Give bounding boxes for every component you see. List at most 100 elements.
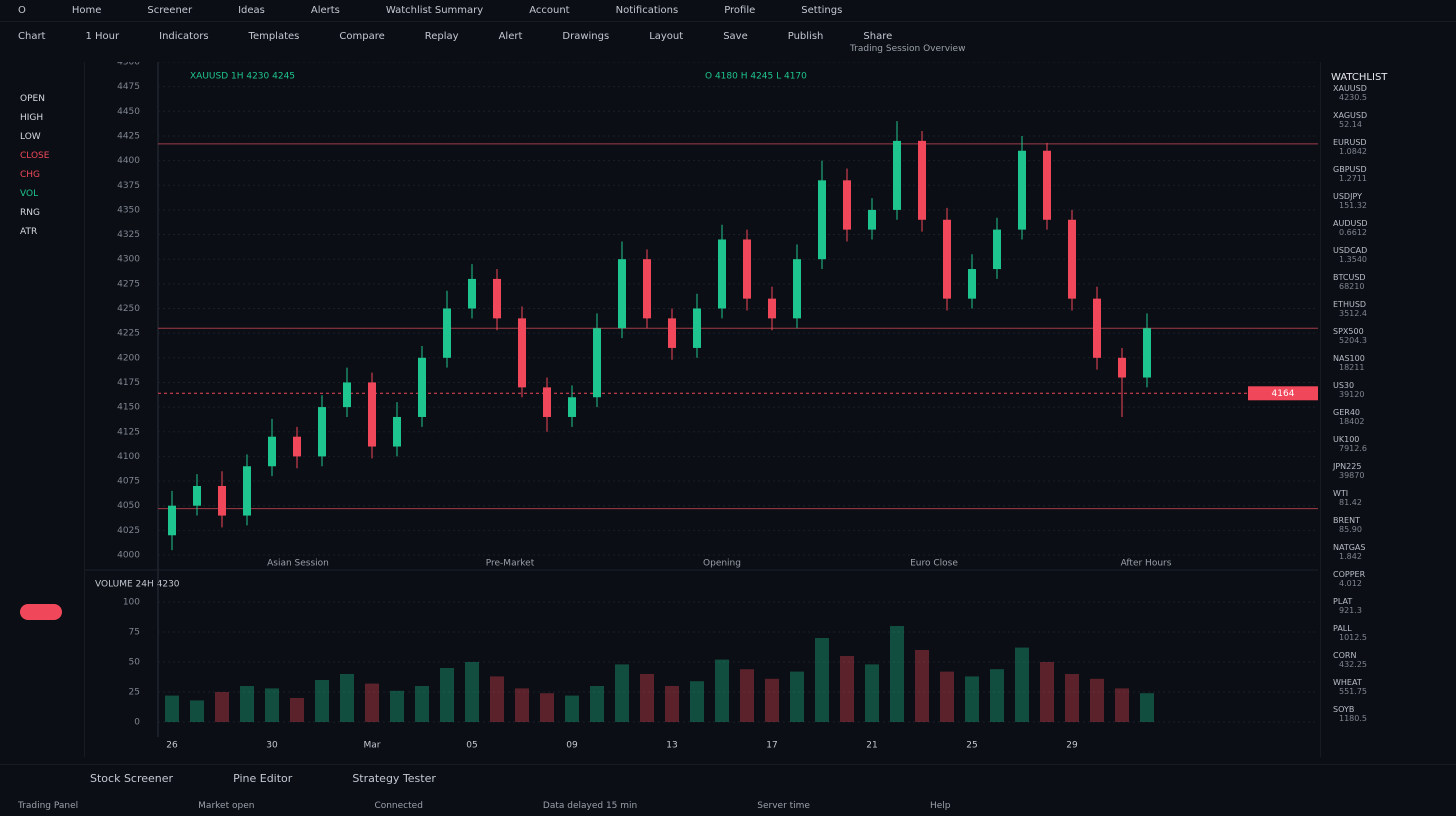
watchlist-row[interactable]: CORN 432.25 (1333, 651, 1367, 669)
price: 0.6612 (1339, 228, 1367, 237)
price: 39120 (1339, 390, 1365, 399)
y-tick-label: 50 (129, 658, 141, 668)
x-tick-label: 09 (566, 741, 578, 751)
symbol: SPX500 (1333, 327, 1364, 336)
y-tick-label: 4275 (117, 279, 140, 289)
nav-item[interactable]: Notifications (615, 5, 679, 16)
tool-button[interactable]: Publish (787, 30, 824, 42)
watchlist-row[interactable]: EURUSD 1.0842 (1333, 138, 1367, 156)
watchlist-row[interactable]: PLAT 921.3 (1333, 597, 1362, 615)
tool-button[interactable]: Alert (498, 30, 523, 42)
volume-bar (965, 676, 979, 722)
watchlist-row[interactable]: COPPER 4.012 (1333, 570, 1365, 588)
volume-bar (765, 678, 779, 722)
volume-bar (1115, 688, 1129, 722)
nav-item[interactable]: Alerts (310, 5, 340, 16)
candle-body (768, 298, 776, 319)
bottom-tab[interactable]: Strategy Tester (352, 772, 436, 785)
price: 1.3540 (1339, 255, 1367, 264)
watchlist-row[interactable]: USDCAD 1.3540 (1333, 246, 1367, 264)
tool-button[interactable]: 1 Hour (85, 30, 120, 42)
y-tick-label: 4000 (117, 551, 140, 561)
watchlist-row[interactable]: WHEAT 551.75 (1333, 678, 1367, 696)
y-tick-label: 4400 (117, 156, 140, 166)
watchlist-row[interactable]: SPX500 5204.3 (1333, 327, 1367, 345)
nav-item[interactable]: Watchlist Summary (385, 5, 484, 16)
watchlist-row[interactable]: PALL 1012.5 (1333, 624, 1367, 642)
y-tick-label: 4125 (117, 427, 140, 437)
price: 18211 (1339, 363, 1365, 372)
price: 1.0842 (1339, 147, 1367, 156)
status-item: Market open (198, 801, 255, 811)
y-tick-label: 4075 (117, 477, 140, 487)
watchlist-row[interactable]: SOYB 1180.5 (1333, 705, 1367, 723)
sell-button[interactable] (20, 604, 62, 620)
volume-bar (190, 700, 204, 722)
watchlist-row[interactable]: WTI 81.42 (1333, 489, 1362, 507)
bottom-tab[interactable]: Pine Editor (233, 772, 293, 785)
y-tick-label: 4325 (117, 230, 140, 240)
tool-button[interactable]: Chart (18, 30, 46, 42)
tool-button[interactable]: Replay (424, 30, 459, 42)
x-tick-label: 05 (466, 741, 477, 751)
watchlist: WATCHLIST XAUUSD 4230.5 XAGUSD 52.14 EURUSD 1.… (1320, 62, 1456, 757)
volume-bar (515, 688, 529, 722)
tool-button[interactable]: Compare (339, 30, 385, 42)
candle-body (443, 308, 451, 358)
y-tick-label: 4475 (117, 82, 140, 92)
nav-item[interactable]: O (18, 5, 26, 16)
volume-bar (540, 693, 554, 722)
y-tick-label: 4200 (117, 353, 140, 363)
x-tick-label: Mar (364, 741, 381, 751)
nav-item[interactable]: Profile (724, 5, 756, 16)
volume-bar (890, 626, 904, 722)
watchlist-row[interactable]: NATGAS 1.842 (1333, 543, 1365, 561)
symbol: XAGUSD (1333, 111, 1368, 120)
sidebar: OPEN HIGH LOW CLOSE CHG VOL RNG ATR (0, 62, 85, 757)
watchlist-row[interactable]: XAUUSD 4230.5 (1333, 84, 1367, 102)
watchlist-row[interactable]: ETHUSD 3512.4 (1333, 300, 1367, 318)
candle-body (693, 308, 701, 348)
y-tick-label: 75 (129, 628, 140, 638)
bottom-tab[interactable]: Stock Screener (90, 772, 174, 785)
tool-button[interactable]: Indicators (159, 30, 209, 42)
candle-body (643, 259, 651, 319)
watchlist-row[interactable]: NAS100 18211 (1333, 354, 1365, 372)
price: 4230.5 (1339, 93, 1367, 102)
tool-button[interactable]: Templates (248, 30, 300, 42)
tool-button[interactable]: Save (723, 30, 748, 42)
volume-bar (365, 683, 379, 722)
bottom-tabs: Stock Screener Pine Editor Strategy Tester (0, 764, 1456, 792)
watchlist-row[interactable]: BTCUSD 68210 (1333, 273, 1366, 291)
status-item: Server time (757, 801, 810, 811)
volume-bar (865, 664, 879, 722)
watchlist-row[interactable]: UK100 7912.6 (1333, 435, 1367, 453)
volume-bar (415, 686, 429, 722)
watchlist-row[interactable]: XAGUSD 52.14 (1333, 111, 1367, 129)
status-item: Connected (374, 801, 423, 811)
volume-bar (940, 671, 954, 722)
tool-button[interactable]: Share (863, 30, 893, 42)
watchlist-row[interactable]: AUDUSD 0.6612 (1333, 219, 1368, 237)
watchlist-row[interactable]: GBPUSD 1.2711 (1333, 165, 1367, 183)
watchlist-row[interactable]: USDJPY 151.32 (1333, 192, 1367, 210)
watchlist-row[interactable]: GER40 18402 (1333, 408, 1364, 426)
watchlist-row[interactable]: BRENT 85.90 (1333, 516, 1362, 534)
y-tick-label: 4025 (117, 526, 140, 536)
watchlist-row[interactable]: US30 39120 (1333, 381, 1364, 399)
candle-body (943, 219, 951, 299)
volume-bar (640, 674, 654, 722)
candle-body (293, 436, 301, 457)
nav-item[interactable]: Home (71, 5, 102, 16)
nav-item[interactable]: Account (529, 5, 570, 16)
tool-button[interactable]: Drawings (562, 30, 610, 42)
session-label: Asian Session (267, 559, 329, 569)
watchlist-row[interactable]: JPN225 39870 (1333, 462, 1364, 480)
nav-item[interactable]: Screener (147, 5, 193, 16)
nav-item[interactable]: Settings (801, 5, 843, 16)
candle-body (543, 387, 551, 417)
symbol: NAS100 (1333, 354, 1365, 363)
tool-button[interactable]: Layout (649, 30, 684, 42)
nav-item[interactable]: Ideas (238, 5, 265, 16)
